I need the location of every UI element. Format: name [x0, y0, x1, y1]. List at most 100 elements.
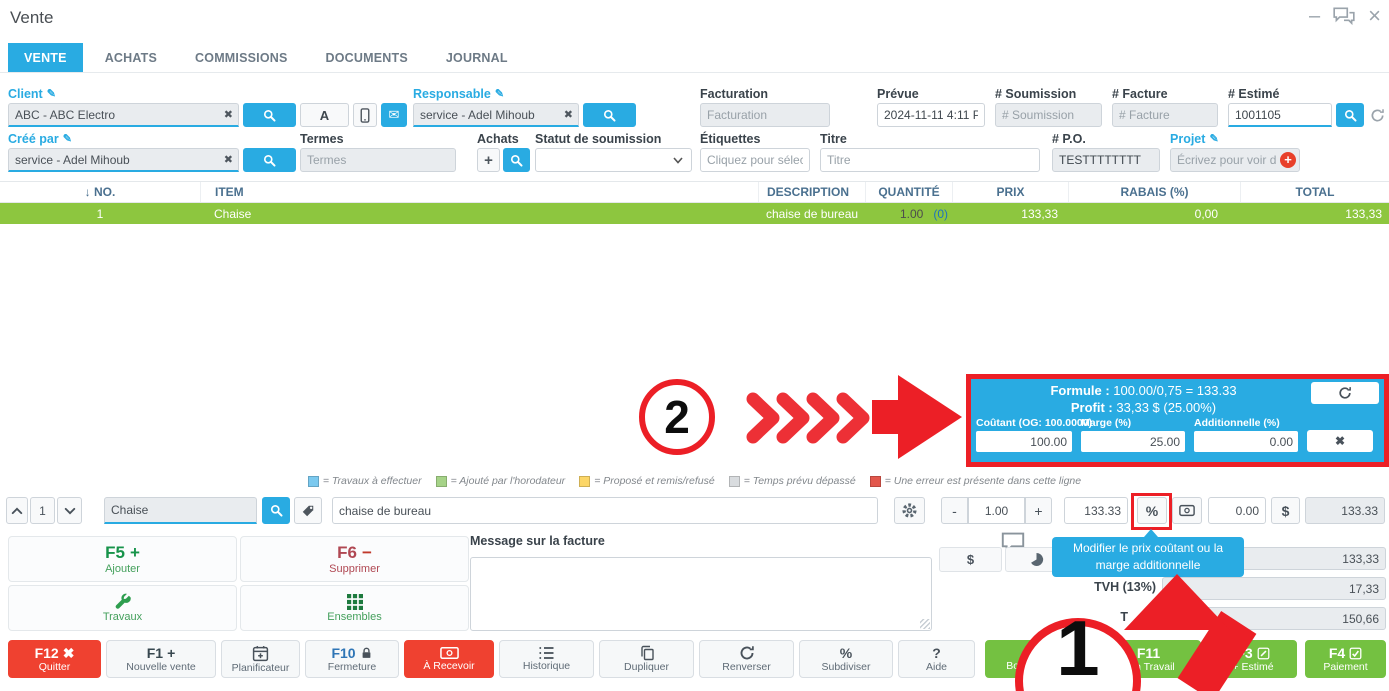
legend-item: = Temps prévu dépassé — [728, 475, 856, 487]
clear-icon[interactable]: ✖ — [223, 109, 233, 121]
cree-par-group: Créé par✎ ✖ — [8, 131, 296, 172]
add-project-icon[interactable]: + — [1280, 152, 1296, 168]
history-button[interactable]: Historique — [499, 640, 594, 678]
legend-item: = Travaux à effectuer — [307, 475, 422, 487]
banknote-icon — [439, 646, 459, 660]
prevue-input[interactable] — [877, 103, 985, 127]
pencil-square-icon — [1257, 647, 1270, 660]
table-row[interactable]: 1 Chaise chaise de bureau 1.00 (0) 133,33… — [0, 203, 1389, 224]
close-icon[interactable]: × — [1368, 3, 1381, 28]
tag-icon[interactable] — [294, 497, 322, 524]
price-input[interactable] — [1064, 497, 1128, 524]
cell-no: 1 — [96, 206, 104, 221]
statut-select[interactable] — [535, 148, 692, 172]
ensembles-button[interactable]: Ensembles — [240, 585, 469, 631]
line-up-button[interactable] — [6, 497, 28, 524]
marge-input[interactable] — [1081, 431, 1185, 452]
close-popup-button[interactable]: ✖ — [1307, 430, 1373, 452]
quantity-plus-button[interactable]: + — [1025, 497, 1052, 524]
receivable-button[interactable]: À Recevoir — [404, 640, 494, 678]
delete-line-button[interactable]: F6− Supprimer — [240, 536, 469, 582]
facturation-input[interactable] — [700, 103, 830, 127]
col-no[interactable]: ↓ NO. — [84, 185, 116, 199]
termes-input — [300, 148, 456, 172]
titre-input[interactable] — [820, 148, 1040, 172]
gear-icon[interactable] — [894, 497, 925, 524]
col-total[interactable]: TOTAL — [1240, 182, 1389, 202]
planner-button[interactable]: Planificateur — [221, 640, 300, 678]
line-down-button[interactable] — [57, 497, 82, 524]
minimize-icon[interactable]: – — [1309, 5, 1321, 27]
dollar-button[interactable]: $ — [1271, 497, 1300, 524]
cree-par-search-button[interactable] — [243, 148, 296, 172]
duplicate-button[interactable]: Dupliquer — [599, 640, 694, 678]
description-input[interactable] — [332, 497, 878, 524]
achats-search-button[interactable] — [503, 148, 530, 172]
additionnelle-input[interactable] — [1194, 431, 1298, 452]
tab-commissions[interactable]: COMMISSIONS — [195, 50, 288, 65]
col-prix[interactable]: PRIX — [952, 182, 1068, 202]
item-input[interactable] — [104, 497, 257, 524]
email-icon[interactable]: ✉ — [381, 103, 407, 127]
client-search-button[interactable] — [243, 103, 296, 127]
refresh-icon[interactable] — [1370, 108, 1385, 123]
cree-par-input[interactable] — [8, 148, 239, 172]
payment-button[interactable]: F4 Paiement — [1305, 640, 1386, 678]
tab-vente[interactable]: VENTE — [8, 43, 83, 72]
percent-margin-button[interactable]: % — [1137, 497, 1167, 524]
message-textarea[interactable] — [470, 557, 932, 631]
chat-icon[interactable] — [1332, 6, 1356, 26]
col-quantite[interactable]: QUANTITÉ — [865, 182, 952, 202]
col-item[interactable]: ITEM — [200, 182, 758, 202]
resize-handle[interactable] — [920, 619, 930, 629]
line-number: 1 — [30, 497, 55, 524]
cost-icon[interactable] — [1172, 497, 1202, 524]
reverse-button[interactable]: Renverser — [699, 640, 794, 678]
item-search-button[interactable] — [262, 497, 290, 524]
edit-icon[interactable]: ✎ — [62, 133, 72, 145]
cell-total: 133,33 — [1345, 206, 1382, 221]
tab-journal[interactable]: JOURNAL — [445, 50, 508, 65]
tooltip: Modifier le prix coûtant ou la marge add… — [1052, 529, 1244, 577]
estime-label: # Estimé — [1228, 87, 1280, 101]
estime-input[interactable] — [1228, 103, 1332, 127]
clear-icon[interactable]: ✖ — [563, 109, 573, 121]
tab-achats[interactable]: ACHATS — [104, 50, 158, 65]
etiquettes-input[interactable] — [700, 148, 810, 172]
achats-add-button[interactable]: + — [477, 148, 500, 172]
phone-icon[interactable] — [353, 103, 377, 127]
quantity-input[interactable] — [968, 497, 1025, 524]
responsable-input[interactable] — [413, 103, 579, 127]
titre-label: Titre — [820, 132, 847, 146]
totals-dollar-toggle[interactable]: $ — [939, 547, 1002, 572]
edit-icon[interactable]: ✎ — [494, 88, 505, 100]
x-icon: ✖ — [62, 644, 75, 661]
quantity-minus-button[interactable]: - — [941, 497, 968, 524]
closing-button[interactable]: F10 Fermeture — [305, 640, 399, 678]
refresh-button[interactable] — [1311, 382, 1379, 404]
projet-input[interactable] — [1170, 148, 1300, 172]
discount-input[interactable] — [1208, 497, 1266, 524]
po-input[interactable] — [1052, 148, 1160, 172]
tab-bar: VENTE ACHATS COMMISSIONS DOCUMENTS JOURN… — [0, 43, 1389, 73]
help-button[interactable]: ? Aide — [898, 640, 975, 678]
col-description[interactable]: DESCRIPTION — [758, 182, 865, 202]
quit-button[interactable]: F12 ✖ Quitter — [8, 640, 101, 678]
percent-icon: % — [839, 644, 853, 661]
grid-icon — [346, 593, 363, 610]
letters-button[interactable]: A — [300, 103, 349, 127]
col-rabais[interactable]: RABAIS (%) — [1068, 182, 1240, 202]
edit-icon[interactable]: ✎ — [46, 88, 56, 100]
responsable-search-button[interactable] — [583, 103, 636, 127]
coutant-input[interactable] — [976, 431, 1072, 452]
new-sale-button[interactable]: F1 + Nouvelle vente — [106, 640, 216, 678]
client-input[interactable] — [8, 103, 239, 127]
edit-icon[interactable]: ✎ — [1209, 133, 1219, 145]
projet-label: Projet ✎ — [1170, 132, 1219, 146]
clear-icon[interactable]: ✖ — [223, 154, 233, 166]
subdivide-button[interactable]: % Subdiviser — [799, 640, 893, 678]
tab-documents[interactable]: DOCUMENTS — [325, 50, 408, 65]
add-line-button[interactable]: F5 + Ajouter — [8, 536, 237, 582]
travaux-button[interactable]: Travaux — [8, 585, 237, 631]
estime-search-button[interactable] — [1336, 103, 1364, 127]
